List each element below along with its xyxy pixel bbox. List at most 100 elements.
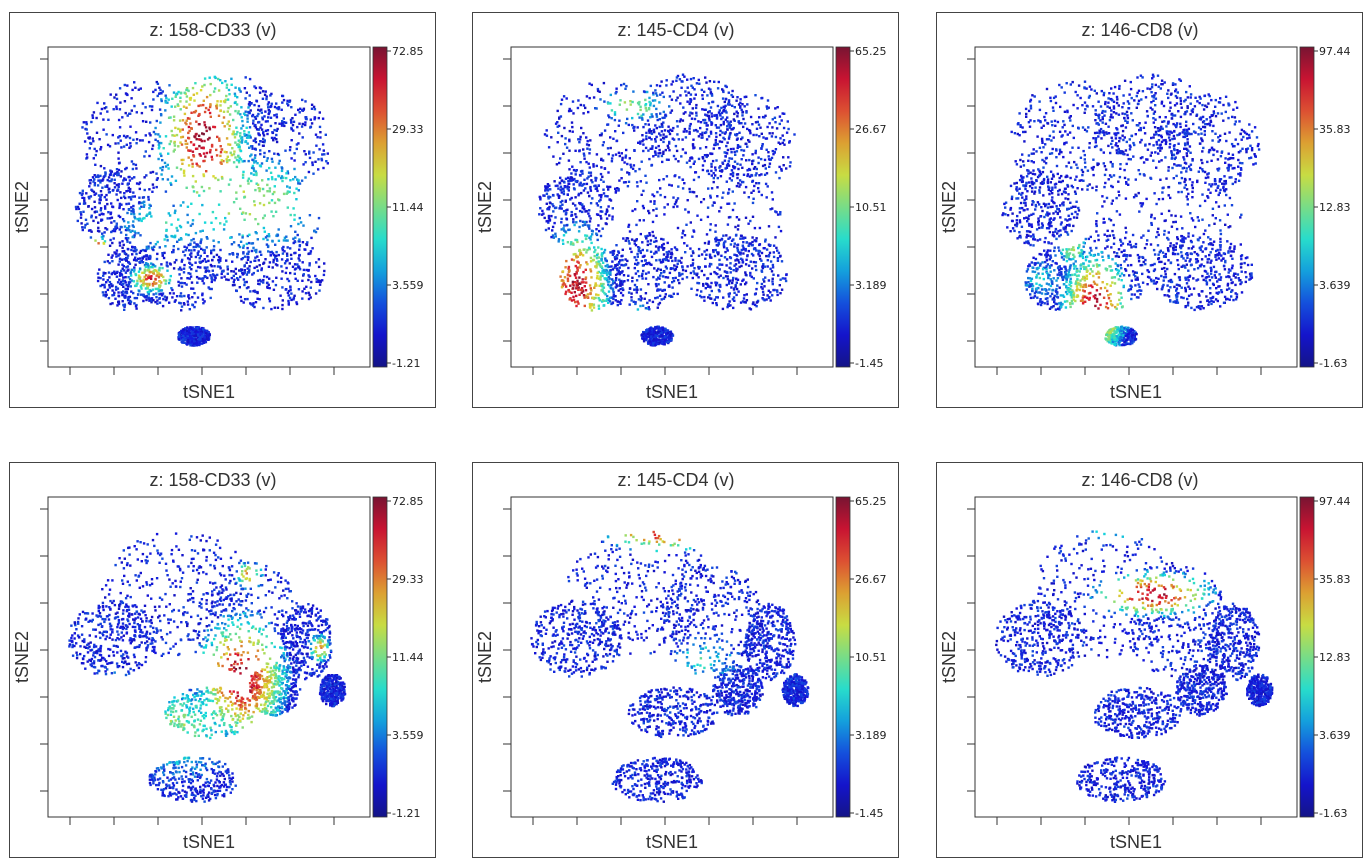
- scatter-point: [652, 343, 655, 346]
- scatter-point: [173, 144, 177, 147]
- scatter-point: [560, 228, 563, 231]
- scatter-point: [156, 302, 159, 305]
- scatter-point: [99, 276, 102, 280]
- scatter-point: [704, 131, 708, 134]
- scatter-point: [708, 293, 711, 297]
- scatter-point: [188, 308, 191, 311]
- scatter-point: [196, 281, 199, 284]
- scatter-point: [119, 231, 123, 234]
- scatter-point: [618, 300, 621, 304]
- scatter-point: [245, 133, 248, 137]
- scatter-point: [110, 284, 114, 288]
- scatter-point: [559, 206, 562, 210]
- scatter-point: [296, 279, 299, 282]
- scatter-point: [120, 196, 123, 200]
- scatter-point: [235, 289, 238, 293]
- scatter-point: [157, 133, 160, 136]
- scatter-point: [704, 113, 707, 116]
- scatter-point: [293, 240, 297, 244]
- plot-title: z: 145-CD4 (v): [617, 20, 734, 40]
- scatter-point: [735, 287, 739, 291]
- scatter-point: [608, 284, 611, 288]
- scatter-point: [201, 337, 205, 341]
- scatter-point: [119, 101, 122, 104]
- scatter-point: [676, 292, 679, 296]
- scatter-point: [318, 289, 321, 292]
- scatter-point: [695, 82, 699, 85]
- scatter-point: [117, 291, 120, 294]
- scatter-point: [234, 156, 237, 159]
- scatter-point: [187, 331, 190, 334]
- scatter-point: [232, 118, 235, 122]
- scatter-point: [645, 332, 649, 335]
- scatter-point: [731, 279, 734, 282]
- scatter-point: [270, 176, 274, 179]
- scatter-point: [151, 147, 154, 151]
- scatter-point: [671, 286, 674, 289]
- scatter-point: [681, 187, 685, 190]
- scatter-point: [769, 291, 772, 294]
- scatter-point: [212, 274, 215, 277]
- scatter-point: [198, 330, 202, 334]
- scatter-point: [86, 156, 89, 159]
- scatter-point: [191, 326, 194, 329]
- scatter-point: [736, 244, 739, 247]
- scatter-point: [668, 183, 671, 187]
- scatter-point: [227, 106, 230, 110]
- scatter-point: [746, 145, 749, 148]
- scatter-point: [682, 106, 685, 109]
- scatter-point: [613, 113, 617, 116]
- scatter-point: [576, 300, 579, 303]
- scatter-point: [113, 291, 116, 294]
- scatter-point: [219, 154, 222, 158]
- scatter-point: [193, 340, 196, 343]
- scatter-point: [180, 309, 183, 312]
- scatter-point: [709, 88, 712, 91]
- scatter-point: [723, 138, 726, 141]
- scatter-point: [123, 305, 126, 308]
- scatter-point: [585, 209, 588, 213]
- scatter-point: [180, 158, 183, 162]
- scatter-point: [662, 133, 665, 136]
- scatter-point: [630, 296, 633, 299]
- scatter-point: [645, 137, 648, 141]
- scatter-point: [124, 291, 127, 294]
- scatter-point: [718, 290, 721, 293]
- scatter-point: [572, 284, 575, 287]
- scatter-point: [570, 299, 574, 302]
- scatter-point: [667, 259, 670, 262]
- scatter-point: [619, 282, 623, 286]
- scatter-point: [725, 270, 728, 274]
- scatter-point: [303, 248, 306, 251]
- scatter-point: [99, 190, 103, 193]
- scatter-point: [292, 207, 295, 210]
- scatter-point: [578, 173, 582, 177]
- scatter-point: [236, 130, 239, 134]
- scatter-point: [130, 290, 133, 293]
- scatter-point: [787, 127, 790, 131]
- scatter-point: [217, 255, 221, 259]
- scatter-point: [575, 238, 579, 242]
- scatter-point: [746, 169, 749, 172]
- scatter-point: [130, 279, 134, 282]
- scatter-point: [674, 268, 678, 271]
- scatter-point: [651, 99, 655, 102]
- scatter-point: [301, 122, 304, 126]
- scatter-point: [204, 106, 208, 110]
- scatter-point: [111, 289, 114, 292]
- scatter-point: [640, 117, 644, 120]
- scatter-point: [317, 168, 320, 171]
- scatter-point: [660, 237, 663, 241]
- scatter-point: [228, 127, 231, 131]
- scatter-point: [103, 167, 106, 170]
- scatter-point: [173, 141, 176, 145]
- scatter-point: [616, 187, 619, 190]
- scatter-point: [564, 292, 567, 296]
- scatter-point: [232, 270, 236, 273]
- scatter-point: [589, 171, 593, 174]
- scatter-point: [141, 271, 144, 274]
- scatter-point: [118, 241, 121, 244]
- scatter-point: [649, 327, 652, 330]
- scatter-point: [325, 160, 328, 163]
- scatter-point: [740, 108, 743, 112]
